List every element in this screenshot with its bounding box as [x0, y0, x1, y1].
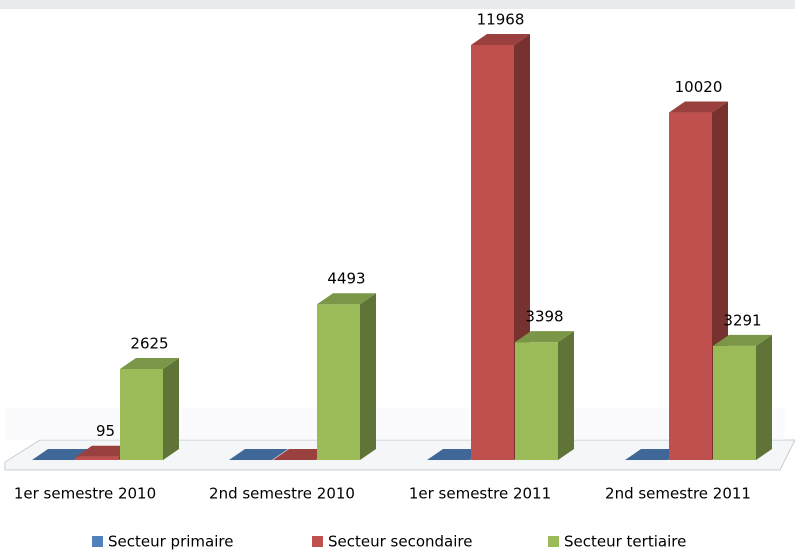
bar: [713, 334, 772, 460]
legend-label: Secteur primaire: [108, 533, 233, 551]
data-label: 11968: [477, 11, 525, 29]
bar: [515, 331, 574, 460]
data-label: 4493: [327, 270, 365, 288]
legend-label: Secteur tertiaire: [564, 533, 686, 551]
legend-swatch: [548, 536, 559, 547]
x-tick-label: 2nd semestre 2010: [209, 485, 355, 503]
x-tick-label: 2nd semestre 2011: [605, 485, 751, 503]
bar: [120, 357, 179, 460]
bar: [317, 293, 376, 460]
x-tick-label: 1er semestre 2011: [409, 485, 551, 503]
bar: [229, 449, 288, 461]
data-label: 3291: [723, 311, 761, 329]
x-tick-label: 1er semestre 2010: [14, 485, 156, 503]
data-label: 2625: [130, 334, 168, 352]
legend-label: Secteur secondaire: [328, 533, 472, 551]
legend-swatch: [312, 536, 323, 547]
data-label: 3398: [525, 308, 563, 326]
floor: [4, 439, 795, 471]
data-label: 10020: [675, 78, 723, 96]
legend-swatch: [92, 536, 103, 547]
top-band: [0, 0, 795, 9]
data-label: 95: [96, 422, 115, 440]
